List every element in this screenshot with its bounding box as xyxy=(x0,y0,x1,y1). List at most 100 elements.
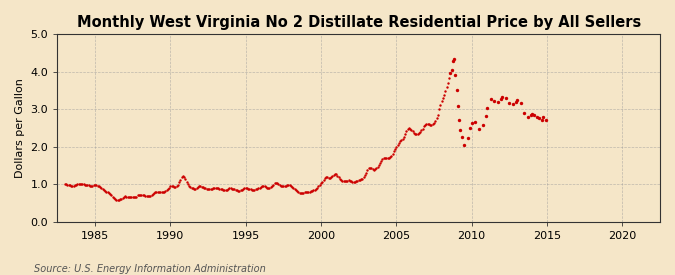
Point xyxy=(124,195,134,199)
Point xyxy=(326,175,337,180)
Point xyxy=(217,187,227,192)
Point xyxy=(232,188,242,192)
Point xyxy=(504,101,515,105)
Point xyxy=(485,96,496,101)
Point xyxy=(86,184,97,188)
Point xyxy=(77,182,88,186)
Point xyxy=(169,185,180,189)
Point xyxy=(229,187,240,192)
Point xyxy=(219,188,230,192)
Point xyxy=(283,183,294,187)
Point xyxy=(348,179,359,184)
Point xyxy=(526,111,537,116)
Point xyxy=(315,183,325,187)
Point xyxy=(68,183,79,188)
Point xyxy=(107,195,118,199)
Point xyxy=(271,181,282,186)
Point xyxy=(130,195,140,199)
Point xyxy=(204,187,215,192)
Point xyxy=(134,192,144,197)
Point xyxy=(176,175,187,180)
Point xyxy=(480,114,491,118)
Point xyxy=(454,117,464,122)
Point xyxy=(381,156,392,160)
Point xyxy=(309,188,320,192)
Point xyxy=(372,165,383,169)
Point xyxy=(155,190,165,195)
Point xyxy=(138,193,149,198)
Point xyxy=(132,193,143,198)
Point xyxy=(396,138,407,142)
Point xyxy=(383,155,394,160)
Point xyxy=(298,191,308,195)
Point xyxy=(95,185,105,189)
Point xyxy=(379,156,390,160)
Point xyxy=(392,142,403,147)
Point xyxy=(112,197,123,202)
Point xyxy=(249,188,260,192)
Point xyxy=(386,153,397,158)
Point xyxy=(288,186,299,190)
Point xyxy=(308,188,319,192)
Point xyxy=(442,81,453,85)
Point xyxy=(356,177,367,182)
Point xyxy=(226,186,237,191)
Point xyxy=(391,145,402,149)
Point xyxy=(306,189,317,194)
Point xyxy=(401,129,412,133)
Point xyxy=(459,142,470,147)
Point xyxy=(78,182,89,186)
Point xyxy=(83,183,94,188)
Point xyxy=(82,183,93,188)
Point xyxy=(352,178,363,183)
Point xyxy=(346,179,356,183)
Point xyxy=(512,98,522,102)
Point xyxy=(495,97,506,101)
Point xyxy=(93,184,104,188)
Point xyxy=(322,175,333,180)
Point xyxy=(148,191,159,195)
Point xyxy=(91,183,102,188)
Point xyxy=(146,193,157,198)
Point xyxy=(64,183,75,188)
Point xyxy=(410,132,421,136)
Point xyxy=(244,187,255,191)
Point xyxy=(209,185,220,190)
Point xyxy=(271,181,281,185)
Point xyxy=(293,190,304,194)
Point xyxy=(307,189,318,193)
Point xyxy=(214,186,225,191)
Point xyxy=(122,194,133,199)
Point xyxy=(286,183,296,188)
Point xyxy=(466,121,477,125)
Point xyxy=(166,183,177,188)
Point xyxy=(437,96,448,100)
Point xyxy=(424,122,435,127)
Point xyxy=(534,116,545,121)
Point xyxy=(144,194,155,198)
Point xyxy=(201,186,212,191)
Point xyxy=(192,185,203,189)
Point xyxy=(227,187,238,191)
Point xyxy=(481,106,492,111)
Point xyxy=(414,131,425,136)
Point xyxy=(88,183,99,188)
Point xyxy=(538,114,549,119)
Point xyxy=(343,178,354,183)
Point xyxy=(377,157,388,162)
Point xyxy=(245,187,256,192)
Point xyxy=(240,186,251,190)
Point xyxy=(382,156,393,160)
Point xyxy=(296,191,306,195)
Point xyxy=(115,197,126,201)
Point xyxy=(263,186,273,190)
Point xyxy=(441,85,452,89)
Point xyxy=(97,187,108,191)
Point xyxy=(109,197,120,201)
Point xyxy=(292,189,302,194)
Point xyxy=(116,197,127,201)
Point xyxy=(347,179,358,184)
Point xyxy=(198,185,209,189)
Point xyxy=(449,57,460,62)
Point xyxy=(113,197,124,202)
